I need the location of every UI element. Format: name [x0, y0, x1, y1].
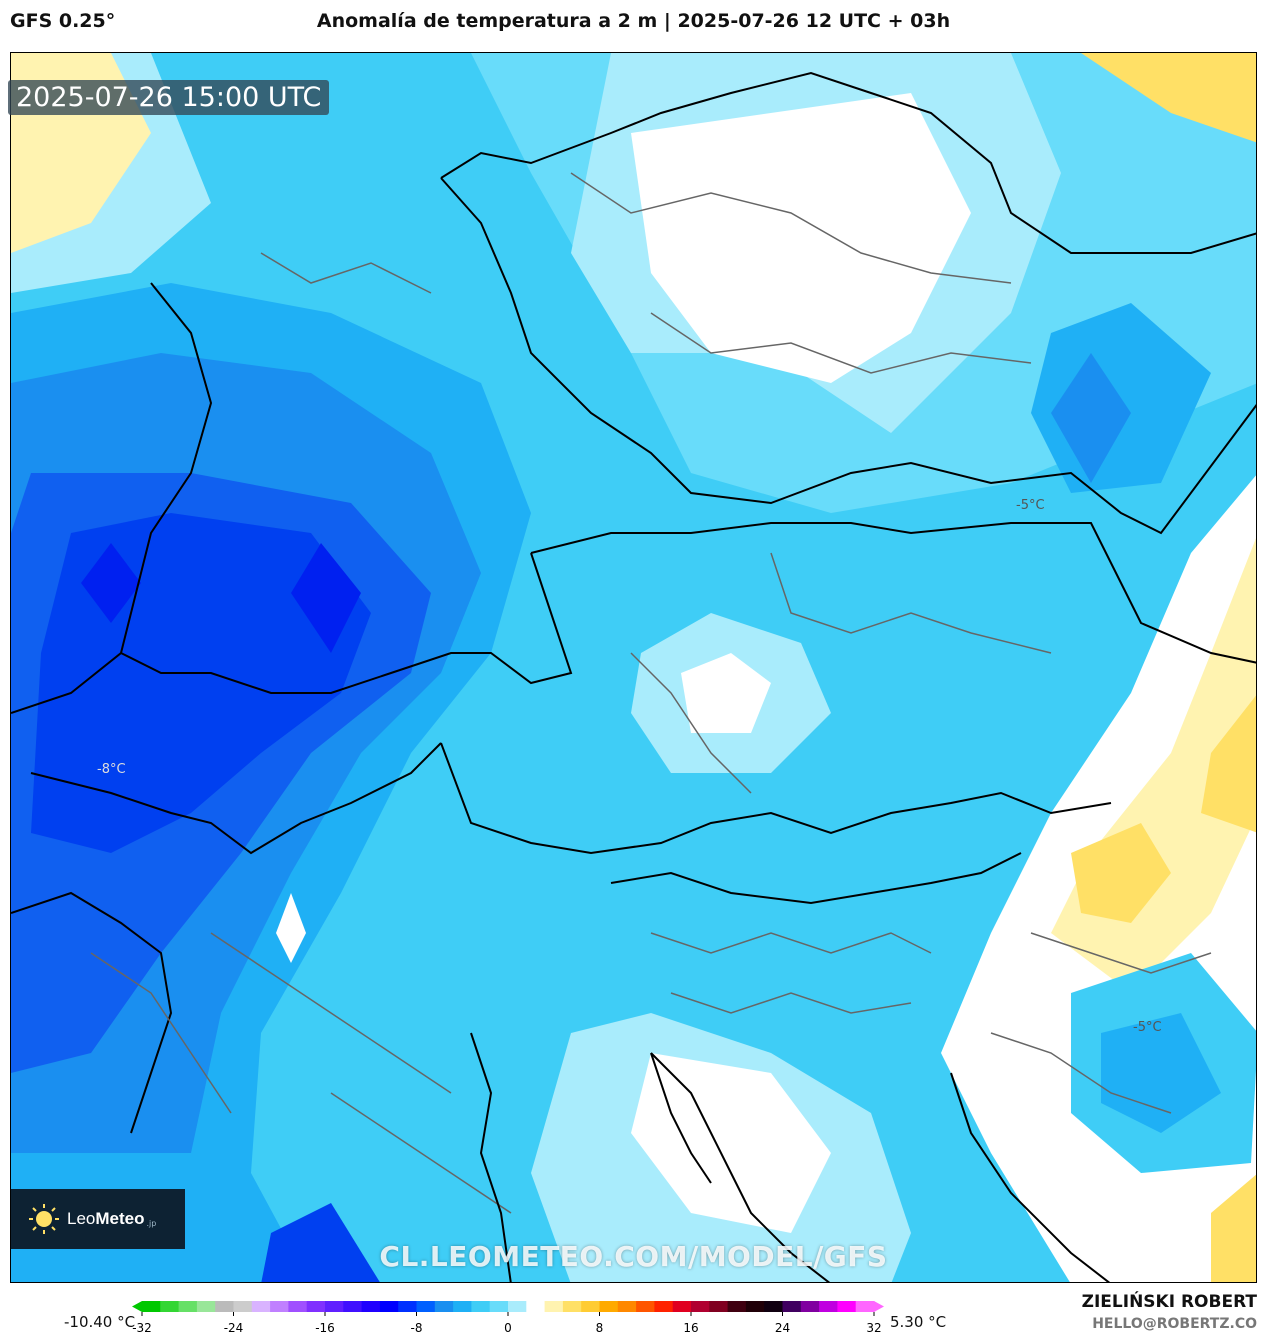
anomaly-band-yellow-ne: [1081, 53, 1256, 143]
anomaly-band-yellow-east: [1201, 695, 1256, 833]
colorbar-min-label: -10.40 °C: [64, 1313, 136, 1331]
colorbar-segment: [160, 1301, 180, 1312]
colorbar-segment: [819, 1301, 838, 1312]
colorbar-tick-label: 8: [596, 1321, 604, 1335]
anomaly-core-1: [291, 543, 361, 653]
colorbar-tick-label: -16: [315, 1321, 335, 1335]
colorbar-segment: [526, 1301, 546, 1312]
colorbar-segment: [636, 1301, 655, 1312]
country-borders: [11, 71, 1256, 1282]
colorbar-segment: [196, 1301, 216, 1312]
coastline-west: [470, 1032, 512, 1282]
colorbar-segment: [764, 1301, 783, 1312]
colorbar-segment: [434, 1301, 454, 1312]
logo-text: LeoMeteo: [67, 1209, 145, 1228]
colorbar-max-label: 5.30 °C: [890, 1313, 947, 1331]
logo-suffix: .jp: [146, 1218, 157, 1228]
anomaly-band-yellow-east-2: [1071, 823, 1171, 923]
timestamp-badge: 2025-07-26 15:00 UTC: [8, 80, 330, 115]
coastline-istria: [650, 1052, 712, 1184]
map-title: Anomalía de temperatura a 2 m | 2025-07-…: [316, 10, 951, 32]
colorbar-tick-label: 0: [504, 1321, 512, 1335]
colorbar-tick-label: -8: [411, 1321, 423, 1335]
colorbar-segment: [251, 1301, 271, 1312]
author-email[interactable]: HELLO@ROBERTZ.CO: [1092, 1316, 1257, 1332]
colorbar-segment: [306, 1301, 326, 1312]
contour-label: -8°C: [97, 762, 126, 777]
colorbar-segment: [617, 1301, 637, 1312]
anomaly-band-white-center: [681, 653, 771, 733]
colorbar-extend-min: [132, 1301, 142, 1312]
anomaly-band-white-adriatic: [631, 1053, 831, 1233]
colorbar-segment: [471, 1301, 491, 1312]
colorbar-segment: [508, 1301, 527, 1312]
colorbar-segment: [654, 1301, 674, 1312]
colorbar-segment: [800, 1301, 820, 1312]
colorbar-segment: [142, 1301, 161, 1312]
colorbar-segment: [178, 1301, 198, 1312]
contour-label: -5°C: [1016, 498, 1045, 513]
colorbar-segment: [215, 1301, 234, 1312]
anomaly-band-white-spot: [276, 893, 306, 963]
colorbar-segment: [288, 1301, 308, 1312]
sun-icon: [29, 1204, 59, 1234]
colorbar-segment: [416, 1301, 436, 1312]
colorbar-segment: [599, 1301, 619, 1312]
anomaly-band-blue-se: [1101, 1013, 1221, 1133]
colorbar-segment: [325, 1301, 344, 1312]
colorbar-segment: [709, 1301, 729, 1312]
colorbar-segment: [233, 1301, 253, 1312]
colorbar-segment: [453, 1301, 472, 1312]
colorbar-segment: [398, 1301, 417, 1312]
colorbar-segment: [343, 1301, 363, 1312]
source-watermark: CL.LEOMETEO.COM/MODEL/GFS: [379, 1240, 888, 1273]
colorbar-segment: [837, 1301, 857, 1312]
colorbar-segment: [270, 1301, 289, 1312]
colorbar-tick-label: 32: [866, 1321, 881, 1335]
colorbar-segment: [691, 1301, 710, 1312]
temperature-anomaly-map[interactable]: -5°C -8°C -5°C: [10, 52, 1257, 1283]
colorbar-extend-max: [874, 1301, 884, 1312]
colorbar-segment: [672, 1301, 692, 1312]
anomaly-core-2: [81, 543, 141, 623]
colorbar-segment: [855, 1301, 875, 1312]
colorbar-segment: [379, 1301, 399, 1312]
anomaly-band-yellow-se: [1211, 1174, 1256, 1282]
colorbar-segment: [489, 1301, 509, 1312]
colorbar-segment: [581, 1301, 600, 1312]
colorbar-segment: [745, 1301, 765, 1312]
colorbar-segment: [544, 1301, 564, 1312]
anomaly-band-deep-ne: [1051, 353, 1131, 483]
colorbar-tick-label: 16: [683, 1321, 698, 1335]
anomaly-core-south: [261, 1203, 380, 1282]
colorbar-segment: [562, 1301, 582, 1312]
colorbar-segment: [727, 1301, 747, 1312]
colorbar-tick-label: -24: [224, 1321, 244, 1335]
contour-label: -5°C: [1133, 1020, 1162, 1035]
colorbar-tick-label: -32: [132, 1321, 152, 1335]
author-credit: ZIELIŃSKI ROBERT: [1081, 1292, 1257, 1312]
colorbar-segment: [782, 1301, 802, 1312]
model-label: GFS 0.25°: [10, 10, 116, 32]
colorbar-tick-label: 24: [775, 1321, 790, 1335]
colorbar-segment: [361, 1301, 381, 1312]
colorbar: -32 -24 -16 -8 0 8 16 24 32: [132, 1301, 884, 1335]
region-borders: [90, 172, 1212, 1214]
leometeo-logo[interactable]: LeoMeteo .jp: [11, 1189, 185, 1249]
anomaly-band-white-north: [631, 93, 971, 383]
